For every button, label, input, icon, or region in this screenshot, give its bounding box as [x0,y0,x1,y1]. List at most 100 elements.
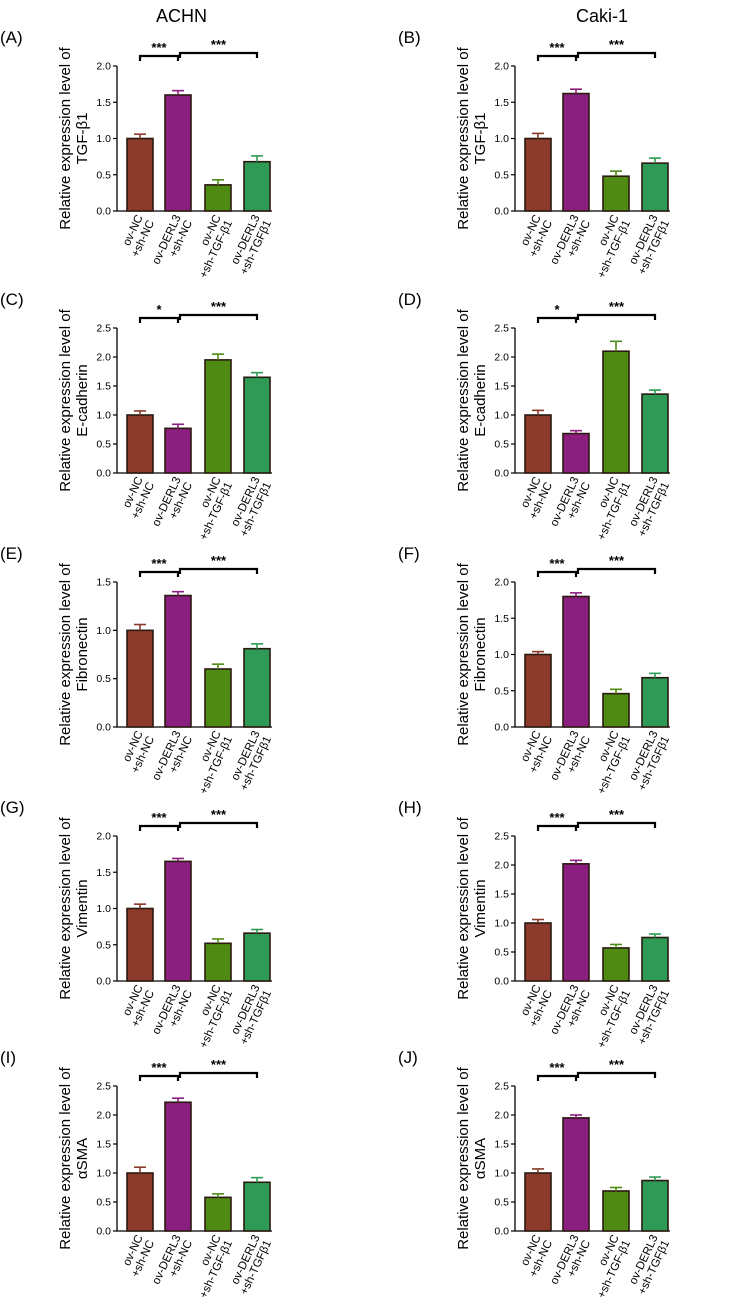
x-tick-label: ov-NC+sh-NC [516,213,555,259]
panel-label: (I) [0,1048,17,1067]
x-tick-label: ov-DERL3+sh-NC [150,213,195,271]
x-tick-label: ov-DERL3+sh-TGFβ1 [625,213,672,277]
y-tick-label: 1.5 [494,613,509,625]
y-tick-label: 0.5 [494,685,509,697]
y-axis-title-line: Vimentin [74,879,91,937]
y-tick-label: 0.0 [96,722,111,734]
y-tick-label: 0.5 [96,939,111,951]
panel-label: (D) [398,290,422,309]
bar [641,1179,669,1232]
bar [204,1196,232,1232]
bar-chart: Relative expression level ofVimentin 0.0 0… [57,807,274,1050]
significance-bracket [576,567,657,574]
panel-f: (F) Relative expression level ofFibronec… [398,544,728,796]
y-tick-label: 1.0 [96,410,111,422]
bar-chart: Relative expression level ofαSMA 0.0 0.5 1.… [455,1057,672,1300]
y-tick-label: 0.0 [494,206,509,218]
bar [524,922,552,982]
x-tick-label: ov-NC+sh-NC [118,983,157,1029]
bar [164,594,192,728]
x-tick-label: ov-NC+sh-NC [118,475,157,521]
y-axis-title-line: αSMA [472,1138,489,1179]
y-tick-label: 0.0 [494,722,509,734]
y-tick-label: 1.5 [494,1139,509,1151]
bar [641,393,669,474]
bar [243,647,271,728]
bar [243,160,271,212]
y-tick-label: 1.0 [96,133,111,145]
x-tick-label: ov-NC+sh-NC [118,729,157,775]
x-tick-label: ov-DERL3+sh-TGFβ1 [625,729,672,793]
bar-chart: Relative expression level ofαSMA 0.0 0.5 1.… [57,1057,274,1300]
significance-label: *** [609,807,625,822]
significance-label: *** [609,299,625,314]
y-axis-title-line: αSMA [74,1138,91,1179]
y-tick-label: 2.5 [96,1081,111,1093]
x-tick-label: ov-NC+sh-NC [118,213,157,259]
y-tick-label: 2.5 [96,323,111,335]
x-tick-label: ov-DERL3+sh-TGFβ1 [227,983,274,1047]
y-axis-title-line: Relative expression level of [57,562,74,745]
y-axis-title-line: Fibronectin [472,617,489,691]
y-axis-title-line: Relative expression level of [455,1066,472,1249]
y-axis-title: Relative expression level ofαSMA [57,1066,91,1249]
y-axis-title-line: TGF-β1 [472,113,489,165]
significance-label: *** [211,1057,227,1072]
y-axis-title-line: Relative expression level of [455,46,472,229]
significance-label: *** [549,810,565,825]
y-tick-label: 0.0 [96,1226,111,1238]
y-tick-label: 1.5 [96,381,111,393]
y-tick-label: 0.5 [96,1197,111,1209]
bar [524,653,552,728]
significance-label: * [156,302,162,317]
y-axis-title-line: Relative expression level of [455,562,472,745]
y-axis-title-line: Relative expression level of [57,308,74,491]
y-tick-label: 1.5 [96,867,111,879]
x-tick-label: ov-DERL3+sh-NC [548,213,593,271]
significance-label: *** [211,807,227,822]
panel-g: (G) Relative expression level ofVimentin… [0,798,330,1050]
y-axis-title: Relative expression level ofTGF-β1 [455,46,489,229]
significance-label: *** [609,1057,625,1072]
panel-c: (C) Relative expression level ofE-cadher… [0,290,330,542]
x-tick-label: ov-NC+sh-NC [516,983,555,1029]
y-tick-label: 2.0 [96,831,111,843]
bar [126,629,154,728]
bar [204,942,232,982]
bar [641,936,669,982]
y-axis-title: Relative expression level ofFibronectin [455,562,489,745]
significance-bracket [536,316,578,323]
significance-label: *** [151,556,167,571]
bar [641,676,669,728]
panel-d: (D) Relative expression level ofE-cadher… [398,290,728,542]
bar [204,184,232,212]
significance-label: *** [151,810,167,825]
significance-bracket [138,1074,180,1081]
bar [562,432,590,474]
y-tick-label: 2.5 [494,323,509,335]
y-tick-label: 1.0 [494,1168,509,1180]
bar [562,1117,590,1232]
significance-label: *** [549,556,565,571]
y-tick-label: 2.0 [494,1110,509,1122]
y-tick-label: 0.0 [96,976,111,988]
y-tick-label: 2.0 [96,352,111,364]
x-tick-label: ov-DERL3+sh-NC [150,1233,195,1291]
panel-e: (E) Relative expression level ofFibronec… [0,544,330,796]
panel-h: (H) Relative expression level ofVimentin… [398,798,728,1050]
bar-chart: Relative expression level ofTGF-β1 0.0 0.5… [455,37,672,280]
panel-j: (J) Relative expression level ofαSMA 0.0 0… [398,1048,728,1300]
significance-label: *** [151,40,167,55]
y-tick-label: 2.0 [494,577,509,589]
y-tick-label: 2.0 [494,860,509,872]
x-tick-label: ov-DERL3+sh-NC [150,729,195,787]
bar-chart: Relative expression level ofE-cadherin 0.… [57,299,274,542]
y-tick-label: 1.0 [494,133,509,145]
x-tick-label: ov-DERL3+sh-TGFβ1 [227,475,274,539]
significance-bracket [178,821,259,828]
significance-label: * [554,302,560,317]
significance-bracket [536,570,578,577]
y-axis-title: Relative expression level ofE-cadherin [455,308,489,491]
bar [164,94,192,212]
panel-label: (E) [0,544,23,563]
